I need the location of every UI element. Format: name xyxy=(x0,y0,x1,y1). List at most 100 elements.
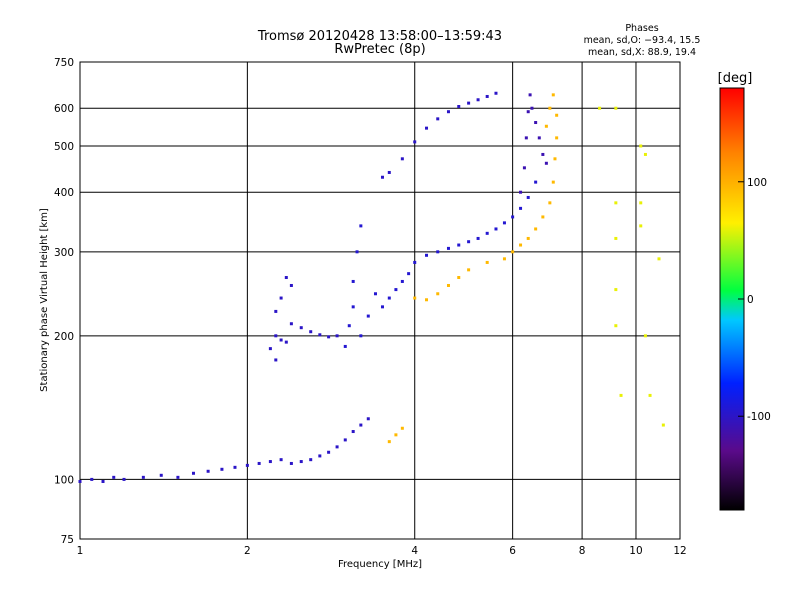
y-tick-label: 300 xyxy=(54,247,74,259)
data-point xyxy=(494,91,498,95)
data-point xyxy=(101,479,105,483)
colorbar-ticks: 100 0 -100 xyxy=(738,177,771,423)
colorbar-tick-label: 100 xyxy=(747,177,767,189)
data-point xyxy=(643,334,647,338)
y-ticks: 75 100 200 300 400 500 600 750 xyxy=(54,57,74,546)
x-tick-label: 6 xyxy=(509,545,516,557)
data-point xyxy=(359,334,363,338)
data-point xyxy=(425,253,429,257)
data-point xyxy=(380,175,384,179)
data-point xyxy=(457,276,461,280)
data-point xyxy=(524,136,528,140)
data-point xyxy=(446,246,450,250)
data-point xyxy=(268,347,272,351)
data-point xyxy=(159,473,163,477)
data-point xyxy=(289,461,293,465)
data-point xyxy=(245,463,249,467)
data-point xyxy=(548,201,552,205)
y-tick-label: 750 xyxy=(54,57,74,69)
data-point xyxy=(548,106,552,110)
data-point xyxy=(343,438,347,442)
y-tick-label: 500 xyxy=(54,141,74,153)
data-point xyxy=(526,195,530,199)
data-point xyxy=(335,334,339,338)
data-point xyxy=(598,106,602,110)
data-point xyxy=(191,471,195,475)
y-tick-label: 600 xyxy=(54,103,74,115)
data-point xyxy=(327,335,331,339)
data-point xyxy=(90,477,94,481)
data-point xyxy=(526,110,530,114)
data-point xyxy=(467,268,471,272)
data-point xyxy=(359,423,363,427)
data-point xyxy=(467,101,471,105)
x-tick-label: 2 xyxy=(244,545,251,557)
data-point xyxy=(537,136,541,140)
data-point xyxy=(544,161,548,165)
data-point xyxy=(541,152,545,156)
data-point xyxy=(614,236,618,240)
data-point xyxy=(502,221,506,225)
data-point xyxy=(413,140,417,144)
data-point xyxy=(522,166,526,170)
data-point xyxy=(485,231,489,235)
data-point xyxy=(446,110,450,114)
data-point xyxy=(400,157,404,161)
data-point xyxy=(446,283,450,287)
colorbar-tick-label: 0 xyxy=(747,294,754,306)
data-point xyxy=(534,121,538,125)
data-point xyxy=(380,305,384,309)
data-point xyxy=(220,467,224,471)
data-point xyxy=(639,224,643,228)
data-point xyxy=(343,344,347,348)
x-tick-label: 10 xyxy=(629,545,642,557)
data-point xyxy=(112,475,116,479)
data-point xyxy=(400,279,404,283)
data-point xyxy=(299,326,303,330)
data-point xyxy=(476,236,480,240)
x-tick-label: 12 xyxy=(673,545,686,557)
data-point xyxy=(530,106,534,110)
data-point xyxy=(555,136,559,140)
data-point xyxy=(457,105,461,109)
data-point xyxy=(366,314,370,318)
data-point xyxy=(351,430,355,434)
data-point xyxy=(425,298,429,302)
data-point xyxy=(639,201,643,205)
data-point xyxy=(413,260,417,264)
data-point xyxy=(485,94,489,98)
data-point xyxy=(551,93,555,97)
data-point xyxy=(657,257,661,261)
data-point xyxy=(648,393,652,397)
data-point xyxy=(614,288,618,292)
data-point xyxy=(387,440,391,444)
data-point xyxy=(436,250,440,254)
data-point xyxy=(619,393,623,397)
data-point xyxy=(299,460,303,464)
data-point xyxy=(279,338,283,342)
data-point xyxy=(425,126,429,130)
data-point xyxy=(614,106,618,110)
data-point xyxy=(494,227,498,231)
data-point xyxy=(347,324,351,328)
data-point xyxy=(457,243,461,247)
data-point xyxy=(327,450,331,454)
y-tick-label: 200 xyxy=(54,331,74,343)
chart-title: Tromsø 20120428 13:58:00–13:59:43 xyxy=(257,29,502,44)
info-header: Phases xyxy=(625,23,658,34)
data-point xyxy=(614,201,618,205)
chart-subtitle: RwPretec (8p) xyxy=(334,42,425,57)
data-point xyxy=(511,250,515,254)
data-point xyxy=(555,113,559,117)
y-tick-label: 400 xyxy=(54,187,74,199)
data-point xyxy=(176,475,180,479)
data-point xyxy=(318,333,322,337)
data-point xyxy=(355,250,359,254)
data-point xyxy=(519,206,523,210)
data-point xyxy=(309,458,313,462)
data-point xyxy=(257,461,261,465)
data-point xyxy=(394,288,398,292)
gridlines xyxy=(80,62,680,539)
data-point xyxy=(366,417,370,421)
